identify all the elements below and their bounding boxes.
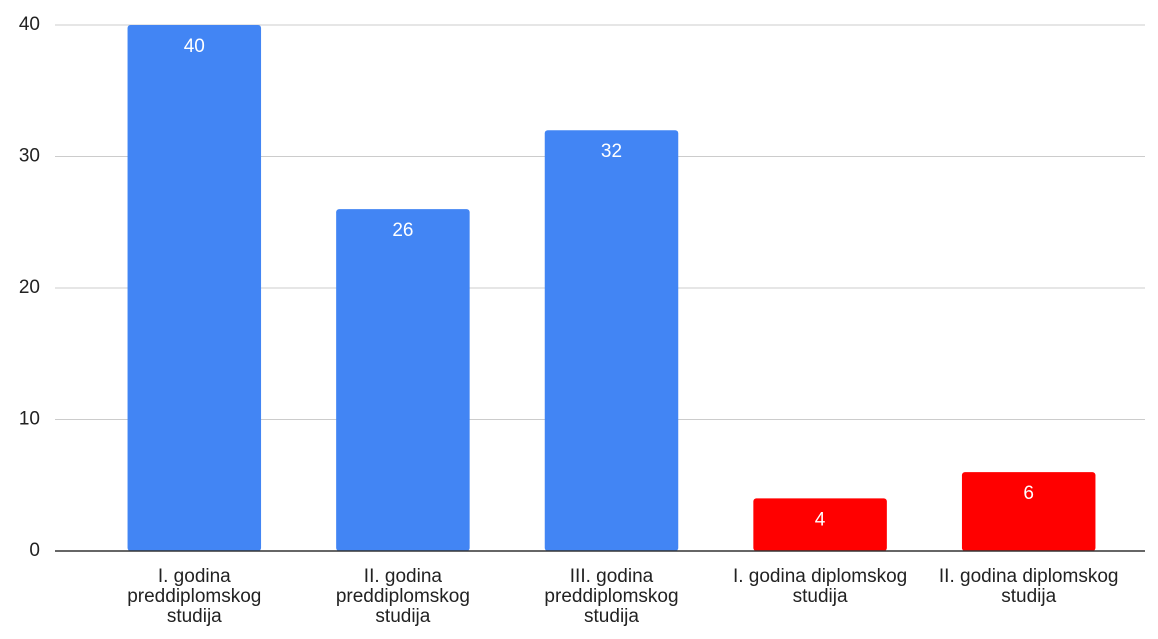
- bar: [336, 209, 470, 551]
- x-tick-label: I. godina preddiplomskog studija: [127, 566, 262, 627]
- value-label: 4: [815, 509, 826, 530]
- bar: [544, 130, 679, 551]
- y-tick-label: 10: [19, 409, 40, 430]
- bar: [753, 498, 887, 551]
- y-tick-label: 20: [19, 277, 40, 298]
- x-tick-label: II. godina diplomskog studija: [938, 566, 1119, 607]
- x-tick-label: III. godina preddiplomskog studija: [544, 566, 679, 627]
- value-label: 6: [1023, 483, 1034, 504]
- y-tick-label: 0: [29, 540, 40, 561]
- value-label: 40: [184, 36, 205, 57]
- bar: [961, 472, 1096, 551]
- y-tick-label: 40: [19, 14, 40, 35]
- value-label: 26: [392, 220, 413, 241]
- value-label: 32: [601, 141, 622, 162]
- bar: [127, 25, 262, 551]
- x-tick-label: II. godina preddiplomskog studija: [335, 566, 470, 627]
- y-tick-label: 30: [19, 146, 40, 167]
- x-tick-label: I. godina diplomskog studija: [732, 566, 908, 607]
